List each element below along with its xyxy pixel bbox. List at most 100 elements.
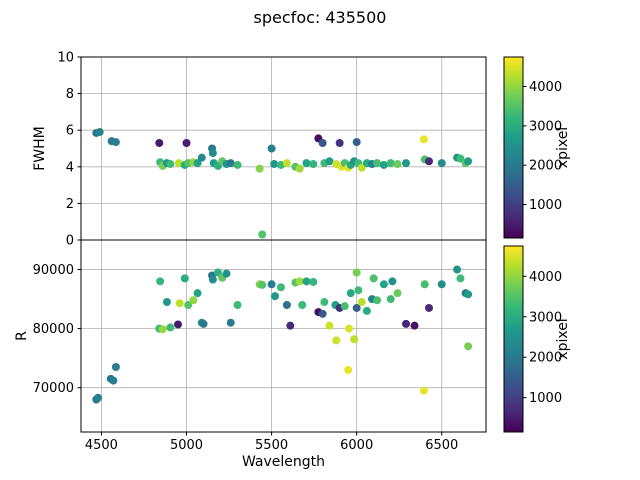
ylabel-fwhm: FWHM — [32, 126, 48, 171]
colorbar-tick-label: 1000 — [529, 391, 562, 406]
scatter-point — [182, 139, 191, 148]
scatter-point — [388, 277, 397, 286]
scatter-point — [286, 321, 295, 330]
colorbar-bottom: 1000 2000 3000 4000 xpixel — [503, 245, 571, 433]
scatter-point — [295, 277, 304, 286]
scatter-point — [325, 157, 334, 166]
scatter-point — [213, 268, 222, 277]
colorbar-tick-label: 4000 — [529, 80, 562, 95]
scatter-point — [208, 149, 217, 158]
scatter-point — [193, 289, 202, 298]
y-tick-label: 90000 — [33, 263, 74, 278]
scatter-point — [350, 335, 359, 344]
scatter-point — [344, 365, 353, 374]
scatter-point — [197, 153, 206, 162]
scatter-point — [424, 303, 433, 312]
scatter-point — [464, 290, 473, 299]
y-tick-label: 4 — [66, 160, 74, 175]
scatter-point — [233, 300, 242, 309]
scatter-point — [464, 157, 473, 166]
colorbar-top: 1000 2000 3000 4000 xpixel — [503, 56, 571, 239]
scatter-point — [282, 300, 291, 309]
scatter-point — [267, 144, 276, 153]
scatter-point — [298, 300, 307, 309]
y-tick-label: 80000 — [33, 322, 74, 337]
scatter-point — [354, 286, 363, 295]
panel-border — [80, 56, 487, 241]
scatter-point — [222, 269, 231, 278]
scatter-point — [233, 160, 242, 169]
y-tick-label: 70000 — [33, 381, 74, 396]
colorbar-gradient — [503, 245, 524, 433]
scatter-point — [369, 274, 378, 283]
scatter-point — [158, 325, 167, 334]
scatter-point — [437, 280, 446, 289]
scatter-point — [295, 164, 304, 173]
scatter-point — [332, 336, 341, 345]
scatter-point — [270, 160, 279, 169]
xlabel: Wavelength — [242, 454, 325, 470]
panel-border — [80, 239, 487, 433]
scatter-point — [189, 296, 198, 305]
scatter-point — [352, 138, 361, 147]
colorbar-tick-label: 2000 — [529, 351, 562, 366]
scatter-point — [95, 128, 104, 137]
colorbar-tick-label: 2000 — [529, 159, 562, 174]
scatter-point — [226, 318, 235, 327]
scatter-point — [424, 157, 433, 166]
scatter-point — [379, 280, 388, 289]
scatter-point — [302, 277, 311, 286]
scatter-point — [270, 292, 279, 301]
y-tick-label: 10 — [57, 51, 74, 66]
colorbar-tick-label: 3000 — [529, 310, 562, 325]
scatter-point — [309, 160, 318, 169]
scatter-point — [94, 393, 103, 402]
scatter-point — [419, 386, 428, 395]
scatter-point — [267, 280, 276, 289]
scatter-point — [282, 159, 291, 168]
x-tick-label: 4500 — [85, 438, 118, 453]
colorbar-gradient — [503, 56, 524, 239]
colorbar-tick-label: 4000 — [529, 270, 562, 285]
scatter-point — [325, 321, 334, 330]
scatter-point — [180, 274, 189, 283]
scatter-point — [379, 160, 388, 169]
scatter-point — [302, 159, 311, 168]
scatter-point — [410, 321, 419, 330]
scatter-point — [352, 268, 361, 277]
scatter-point — [111, 138, 120, 147]
ylabel-r: R — [14, 331, 30, 341]
scatter-point — [393, 160, 402, 169]
scatter-point — [453, 265, 462, 274]
x-tick-label: 5000 — [170, 438, 203, 453]
scatter-point — [335, 139, 344, 148]
scatter-point — [357, 298, 366, 307]
colorbar-label: xpixel — [555, 318, 571, 359]
x-tick-label: 5500 — [255, 438, 288, 453]
y-tick-label: 0 — [66, 234, 74, 249]
scatter-point — [111, 363, 120, 372]
chart-title: specfoc: 435500 — [253, 8, 387, 27]
scatter-point — [456, 274, 465, 283]
scatter-point — [193, 159, 202, 168]
scatter-point — [402, 159, 411, 168]
scatter-point — [258, 280, 267, 289]
scatter-point — [340, 302, 349, 311]
scatter-point — [357, 163, 366, 172]
scatter-point — [362, 306, 371, 315]
scatter-point — [184, 300, 193, 309]
scatter-point — [320, 298, 329, 307]
colorbar-tick-label: 1000 — [529, 198, 562, 213]
scatter-point — [420, 280, 429, 289]
scatter-point — [386, 295, 395, 304]
scatter-point — [386, 159, 395, 168]
scatter-point — [345, 324, 354, 333]
scatter-point — [346, 289, 355, 298]
scatter-point — [199, 319, 208, 328]
scatter-point — [162, 298, 171, 307]
scatter-point — [166, 160, 175, 169]
scatter-point — [255, 164, 264, 173]
scatter-point — [352, 303, 361, 312]
scatter-point — [258, 230, 267, 239]
